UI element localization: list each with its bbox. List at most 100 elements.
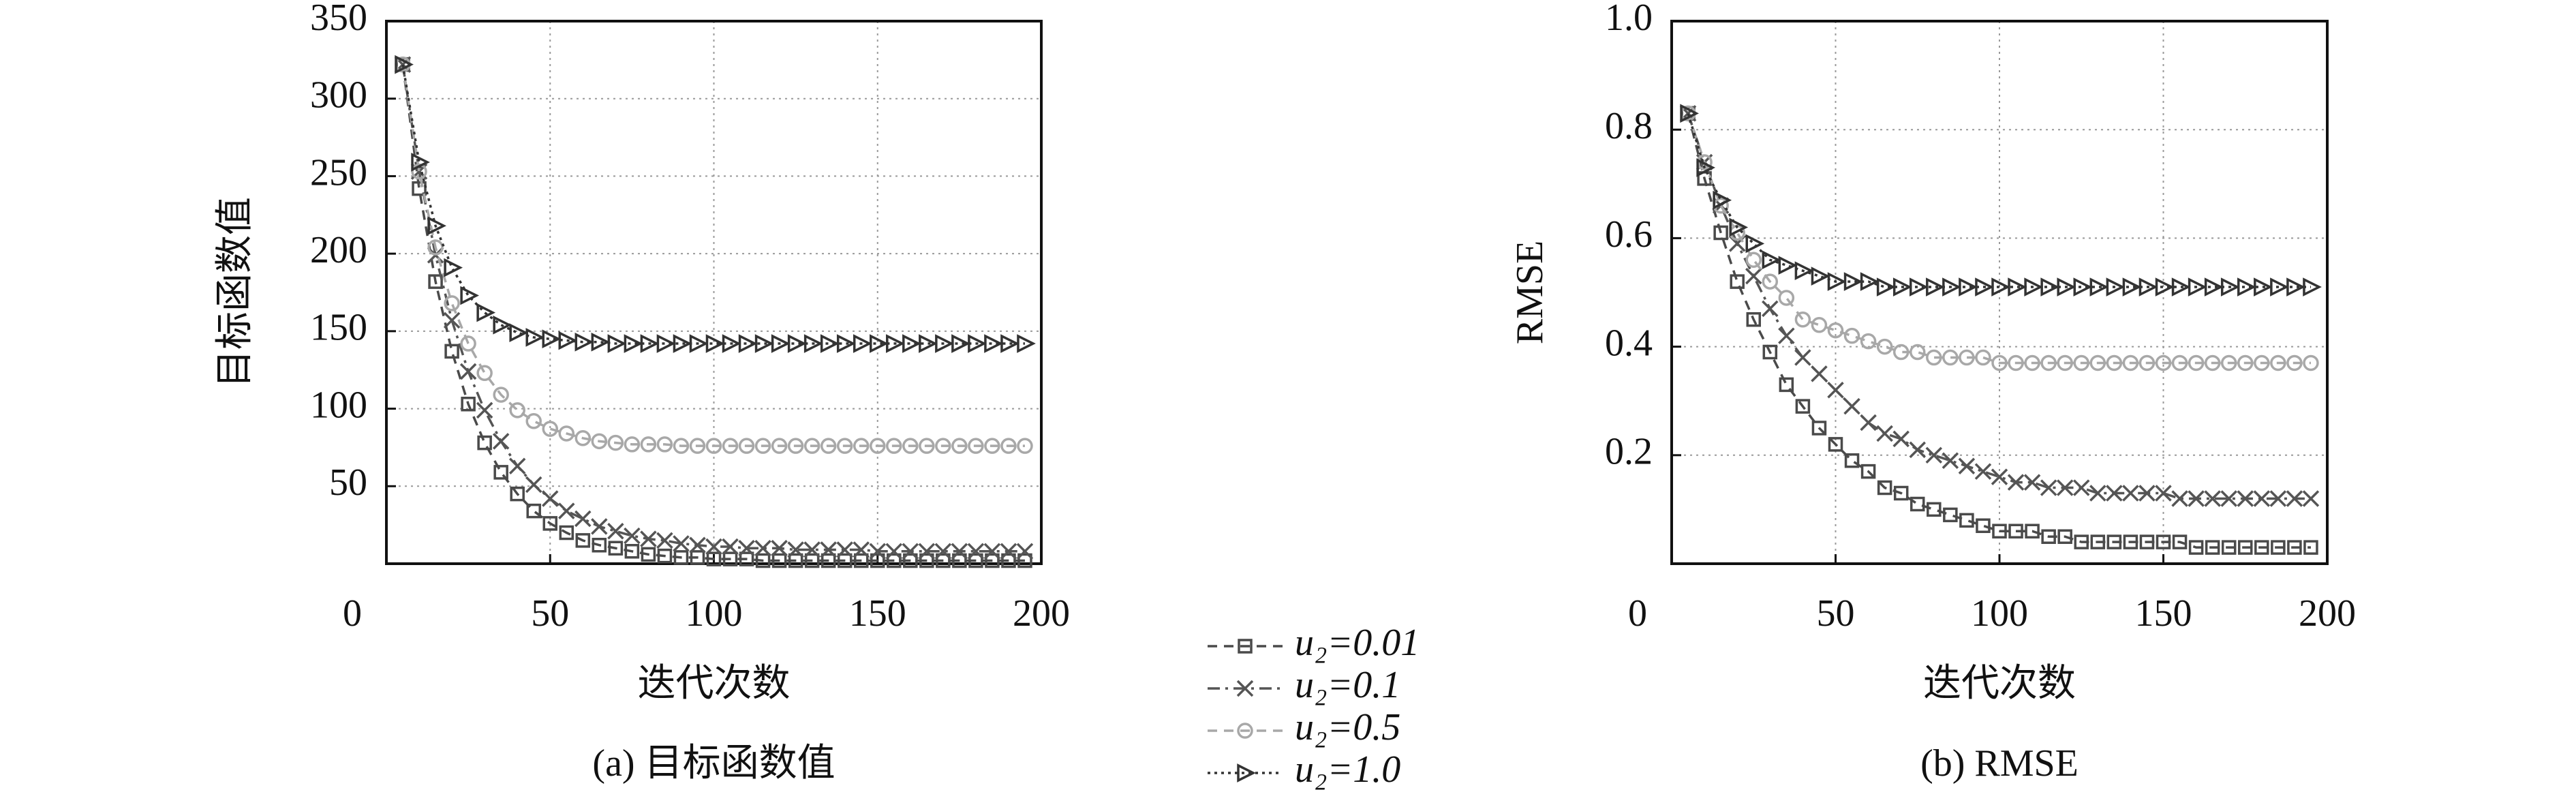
data-point [2040, 354, 2057, 371]
caption: (b) RMSE [1920, 742, 2079, 785]
data-point [1992, 523, 2007, 538]
data-point [542, 516, 557, 531]
data-point [1959, 513, 1974, 528]
data-point [2106, 354, 2123, 371]
data-point [1811, 365, 1828, 382]
data-point [2303, 540, 2318, 555]
data-point [575, 533, 591, 548]
data-point [1778, 290, 1795, 306]
x-tick-label: 200 [2299, 592, 2356, 635]
data-point [1975, 349, 1991, 366]
data-point [2074, 534, 2089, 549]
data-point [886, 438, 902, 454]
data-point [705, 334, 725, 353]
data-point [820, 541, 837, 558]
data-point [1000, 438, 1017, 454]
data-point [836, 334, 856, 353]
series-line [401, 64, 1025, 447]
data-point [820, 334, 840, 353]
data-point [934, 543, 952, 560]
data-point [492, 433, 510, 450]
data-point [1017, 438, 1033, 454]
data-point [1943, 507, 1958, 523]
data-point [592, 537, 607, 553]
data-point [1877, 480, 1892, 496]
data-point [1991, 468, 2008, 485]
data-point [526, 503, 541, 519]
data-point [1680, 104, 1699, 123]
data-point [640, 436, 657, 453]
data-point [1762, 300, 1779, 318]
data-point [1975, 277, 1994, 297]
data-point [2171, 277, 2191, 297]
legend-label: u₂=0.5 [1295, 706, 1400, 748]
data-point [509, 402, 525, 419]
data-point [738, 334, 758, 353]
data-point [2171, 490, 2188, 507]
data-point [2220, 354, 2237, 371]
data-point [2270, 354, 2286, 371]
data-point [935, 438, 951, 454]
data-point [574, 510, 592, 528]
data-point [428, 274, 443, 289]
legend-label: u₂=1.0 [1295, 748, 1400, 791]
data-point [2155, 485, 2172, 502]
y-tick-label: 100 [310, 384, 367, 426]
data-point [983, 543, 1001, 560]
data-point [771, 334, 791, 353]
data-point [1910, 496, 1925, 512]
data-point [656, 334, 676, 353]
data-point [853, 438, 870, 454]
data-point [1794, 312, 1811, 328]
data-point [444, 258, 463, 277]
data-point [886, 334, 905, 353]
data-point [1000, 543, 1017, 560]
data-point [870, 438, 886, 454]
data-point [640, 334, 660, 353]
data-point [1843, 272, 1863, 291]
data-point [2089, 485, 2106, 502]
data-point [2106, 485, 2123, 502]
data-point [2041, 529, 2056, 544]
data-point [1976, 518, 1991, 534]
data-point [476, 303, 496, 322]
data-point [2106, 277, 2126, 297]
data-point [2188, 277, 2207, 297]
data-point [1827, 322, 1844, 339]
y-tick-label: 50 [329, 461, 367, 504]
data-point [754, 334, 774, 353]
data-point [1779, 377, 1794, 393]
data-point [673, 438, 690, 454]
data-point [2024, 277, 2044, 297]
data-point [624, 334, 643, 353]
data-point [477, 435, 492, 451]
data-point [2204, 490, 2221, 507]
data-point [509, 323, 529, 342]
y-tick-label: 1.0 [1605, 0, 1653, 39]
data-point [2188, 490, 2205, 507]
legend-marker [1237, 763, 1256, 783]
data-point [2270, 277, 2289, 297]
data-point [2089, 354, 2106, 371]
data-point [836, 438, 853, 454]
data-point [2155, 354, 2172, 371]
data-point [1017, 334, 1036, 353]
legend-marker [1238, 639, 1253, 654]
data-point [2253, 490, 2271, 507]
data-point [525, 413, 542, 429]
x-tick-label: 100 [686, 592, 743, 635]
data-point [542, 329, 562, 349]
data-point [1991, 277, 2010, 297]
data-point [2023, 474, 2041, 491]
data-point [902, 543, 919, 560]
data-point [558, 502, 575, 519]
data-point [1925, 446, 1943, 464]
data-point [559, 525, 574, 541]
y-axis-label: 目标函数值 [214, 197, 256, 388]
data-point [1860, 333, 1877, 350]
data-point [542, 490, 559, 507]
data-point [2089, 277, 2109, 297]
data-point [1860, 272, 1880, 291]
data-point [1844, 453, 1860, 468]
